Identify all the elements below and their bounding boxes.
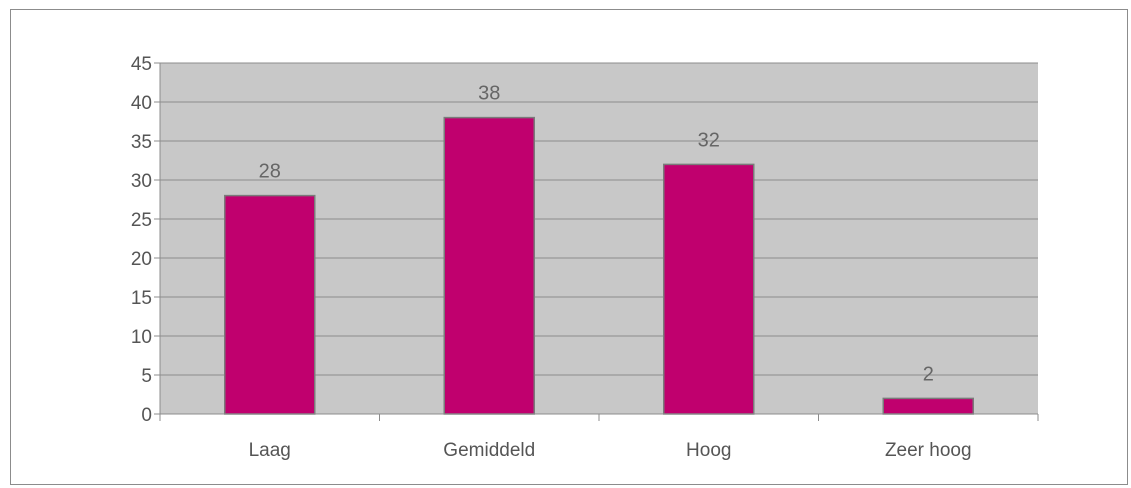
y-tick-label-45: 45 [131,54,152,75]
data-label-zeer-hoog: 2 [923,363,934,385]
y-tick-label-0: 0 [141,405,152,426]
x-category-label-gemiddeld: Gemiddeld [443,440,535,461]
y-tick-label-15: 15 [131,288,152,309]
x-category-label-laag: Laag [249,440,291,461]
y-tick-label-35: 35 [131,132,152,153]
y-tick-labels: 0 5 10 15 20 25 30 35 40 45 [131,54,152,426]
bar-gemiddeld [443,116,535,415]
y-tick-label-10: 10 [131,327,152,348]
y-tick-label-40: 40 [131,93,152,114]
x-category-labels: Laag Gemiddeld Hoog Zeer hoog [249,440,972,461]
x-category-label-hoog: Hoog [686,440,731,461]
bar-zeer-hoog [882,397,974,415]
bars [224,116,974,415]
data-label-gemiddeld: 38 [478,83,500,105]
data-label-laag: 28 [259,161,281,183]
data-labels: 28 38 32 2 [259,83,934,386]
y-tick-label-30: 30 [131,171,152,192]
bar-hoog [663,163,755,415]
bar-laag [224,194,316,415]
y-tick-label-25: 25 [131,210,152,231]
data-label-hoog: 32 [698,129,720,151]
axes [154,62,1039,421]
x-category-label-zeer-hoog: Zeer hoog [885,440,972,461]
y-tick-label-5: 5 [141,366,152,387]
y-tick-label-20: 20 [131,249,152,270]
